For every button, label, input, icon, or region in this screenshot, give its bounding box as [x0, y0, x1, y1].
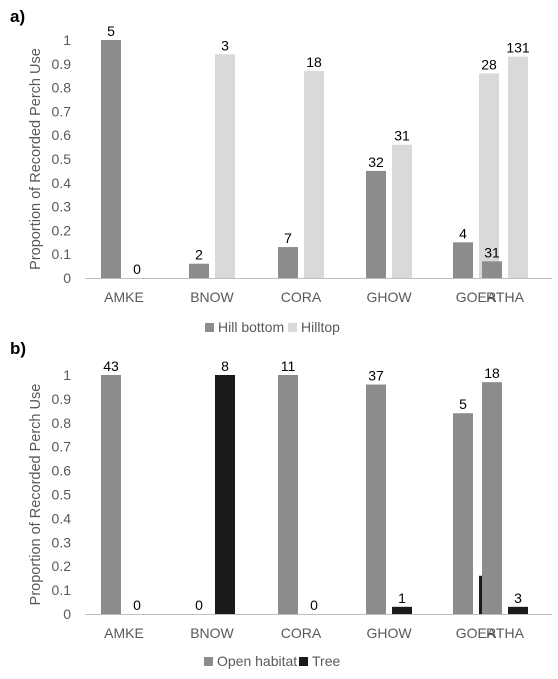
data-label: 0 [133, 597, 141, 613]
data-label: 37 [368, 368, 384, 384]
bar-hilltop-cora [304, 70, 324, 278]
x-category-label: GOEA [456, 625, 497, 641]
bar-open-habitat-goea [453, 413, 473, 614]
y-tick-label: 0.2 [52, 222, 72, 238]
y-tick-label: 0.9 [52, 391, 72, 407]
data-label: 7 [284, 230, 292, 246]
x-category-label: CORA [281, 625, 322, 641]
bar-hill-bottom-bnow [189, 263, 209, 278]
data-label: 31 [484, 244, 500, 260]
legend: Open habitat Tree [204, 653, 340, 669]
y-tick-label: 0.4 [52, 510, 72, 526]
y-tick-label: 0.1 [52, 582, 72, 598]
legend-label: Tree [312, 653, 340, 669]
data-label: 18 [484, 365, 500, 381]
legend-swatch [205, 323, 214, 332]
y-tick-label: 1 [63, 367, 71, 383]
legend-label: Hilltop [301, 319, 340, 335]
bar-hill-bottom-ghow [366, 170, 386, 278]
data-label: 4 [459, 225, 467, 241]
bar-hill-bottom-cora [278, 247, 298, 278]
y-tick-label: 0.5 [52, 487, 72, 503]
y-tick-label: 0.1 [52, 246, 72, 262]
y-tick-label: 1 [63, 32, 71, 48]
x-category-label: RTHA [486, 289, 525, 305]
bar-hill-bottom-goea [453, 242, 473, 278]
data-label: 3 [514, 590, 522, 606]
data-label: 2 [195, 247, 203, 263]
data-label: 5 [107, 23, 115, 39]
x-category-label: GOEA [456, 289, 497, 305]
chart-panel-b: b) Proportion of Recorded Perch Use 0 0.1 0.… [10, 339, 552, 669]
bar-hilltop-bnow [215, 54, 235, 278]
data-label: 3 [221, 37, 229, 53]
y-axis-label: Proportion of Recorded Perch Use [28, 384, 44, 606]
y-tick-label: 0.8 [52, 80, 72, 96]
data-label: 32 [368, 154, 384, 170]
bar-hill-bottom-rtha [482, 261, 502, 278]
data-label: 8 [221, 358, 229, 374]
y-tick-label: 0.7 [52, 103, 72, 119]
bar-tree-ghow [392, 606, 412, 614]
y-axis-label: Proportion of Recorded Perch Use [28, 48, 44, 270]
bar-tree-bnow [215, 375, 235, 614]
y-tick-label: 0.2 [52, 558, 72, 574]
legend-label: Open habitat [217, 653, 297, 669]
legend-swatch [288, 323, 297, 332]
data-label: 5 [459, 396, 467, 412]
legend: Hill bottom Hilltop [205, 319, 340, 335]
legend-label: Hill bottom [218, 319, 284, 335]
y-tick-label: 0.3 [52, 534, 72, 550]
y-tick-label: 0.5 [52, 151, 72, 167]
y-tick-label: 0 [63, 270, 71, 286]
y-tick-label: 0.9 [52, 56, 72, 72]
data-label: 31 [394, 128, 410, 144]
x-category-label: GHOW [366, 625, 412, 641]
y-tick-label: 0 [63, 606, 71, 622]
legend-swatch [204, 657, 213, 666]
x-category-label: BNOW [190, 289, 234, 305]
bar-open-habitat-cora [278, 375, 298, 614]
data-label: 0 [310, 597, 318, 613]
legend-swatch [299, 657, 308, 666]
data-label: 11 [281, 358, 296, 374]
data-label: 18 [306, 54, 322, 70]
bar-open-habitat-ghow [366, 384, 386, 614]
y-tick-label: 0.8 [52, 415, 72, 431]
bar-hilltop-rtha [508, 56, 528, 278]
x-category-label: BNOW [190, 625, 234, 641]
chart-panel-a: a) Proportion of Recorded Perch Use 0 0.1 0.… [10, 7, 552, 335]
bar-open-habitat-amke [101, 375, 121, 614]
data-label: 28 [481, 56, 497, 72]
bar-open-habitat-rtha [482, 382, 502, 614]
x-category-label: RTHA [486, 625, 525, 641]
x-category-label: GHOW [366, 289, 412, 305]
y-tick-label: 0.6 [52, 463, 72, 479]
data-label: 0 [133, 261, 141, 277]
panel-label: a) [10, 7, 25, 26]
data-label: 131 [506, 40, 530, 56]
data-label: 43 [103, 358, 119, 374]
bar-hill-bottom-amke [101, 40, 121, 278]
y-tick-label: 0.7 [52, 439, 72, 455]
data-label: 1 [398, 590, 406, 606]
x-category-label: AMKE [104, 289, 144, 305]
y-tick-label: 0.4 [52, 175, 72, 191]
y-tick-label: 0.6 [52, 127, 72, 143]
data-label: 0 [195, 597, 203, 613]
y-tick-label: 0.3 [52, 199, 72, 215]
bar-hilltop-goea [479, 73, 499, 278]
x-category-label: CORA [281, 289, 322, 305]
bar-hilltop-ghow [392, 144, 412, 278]
bar-tree-rtha [508, 606, 528, 614]
panel-label: b) [10, 339, 26, 358]
x-category-label: AMKE [104, 625, 144, 641]
